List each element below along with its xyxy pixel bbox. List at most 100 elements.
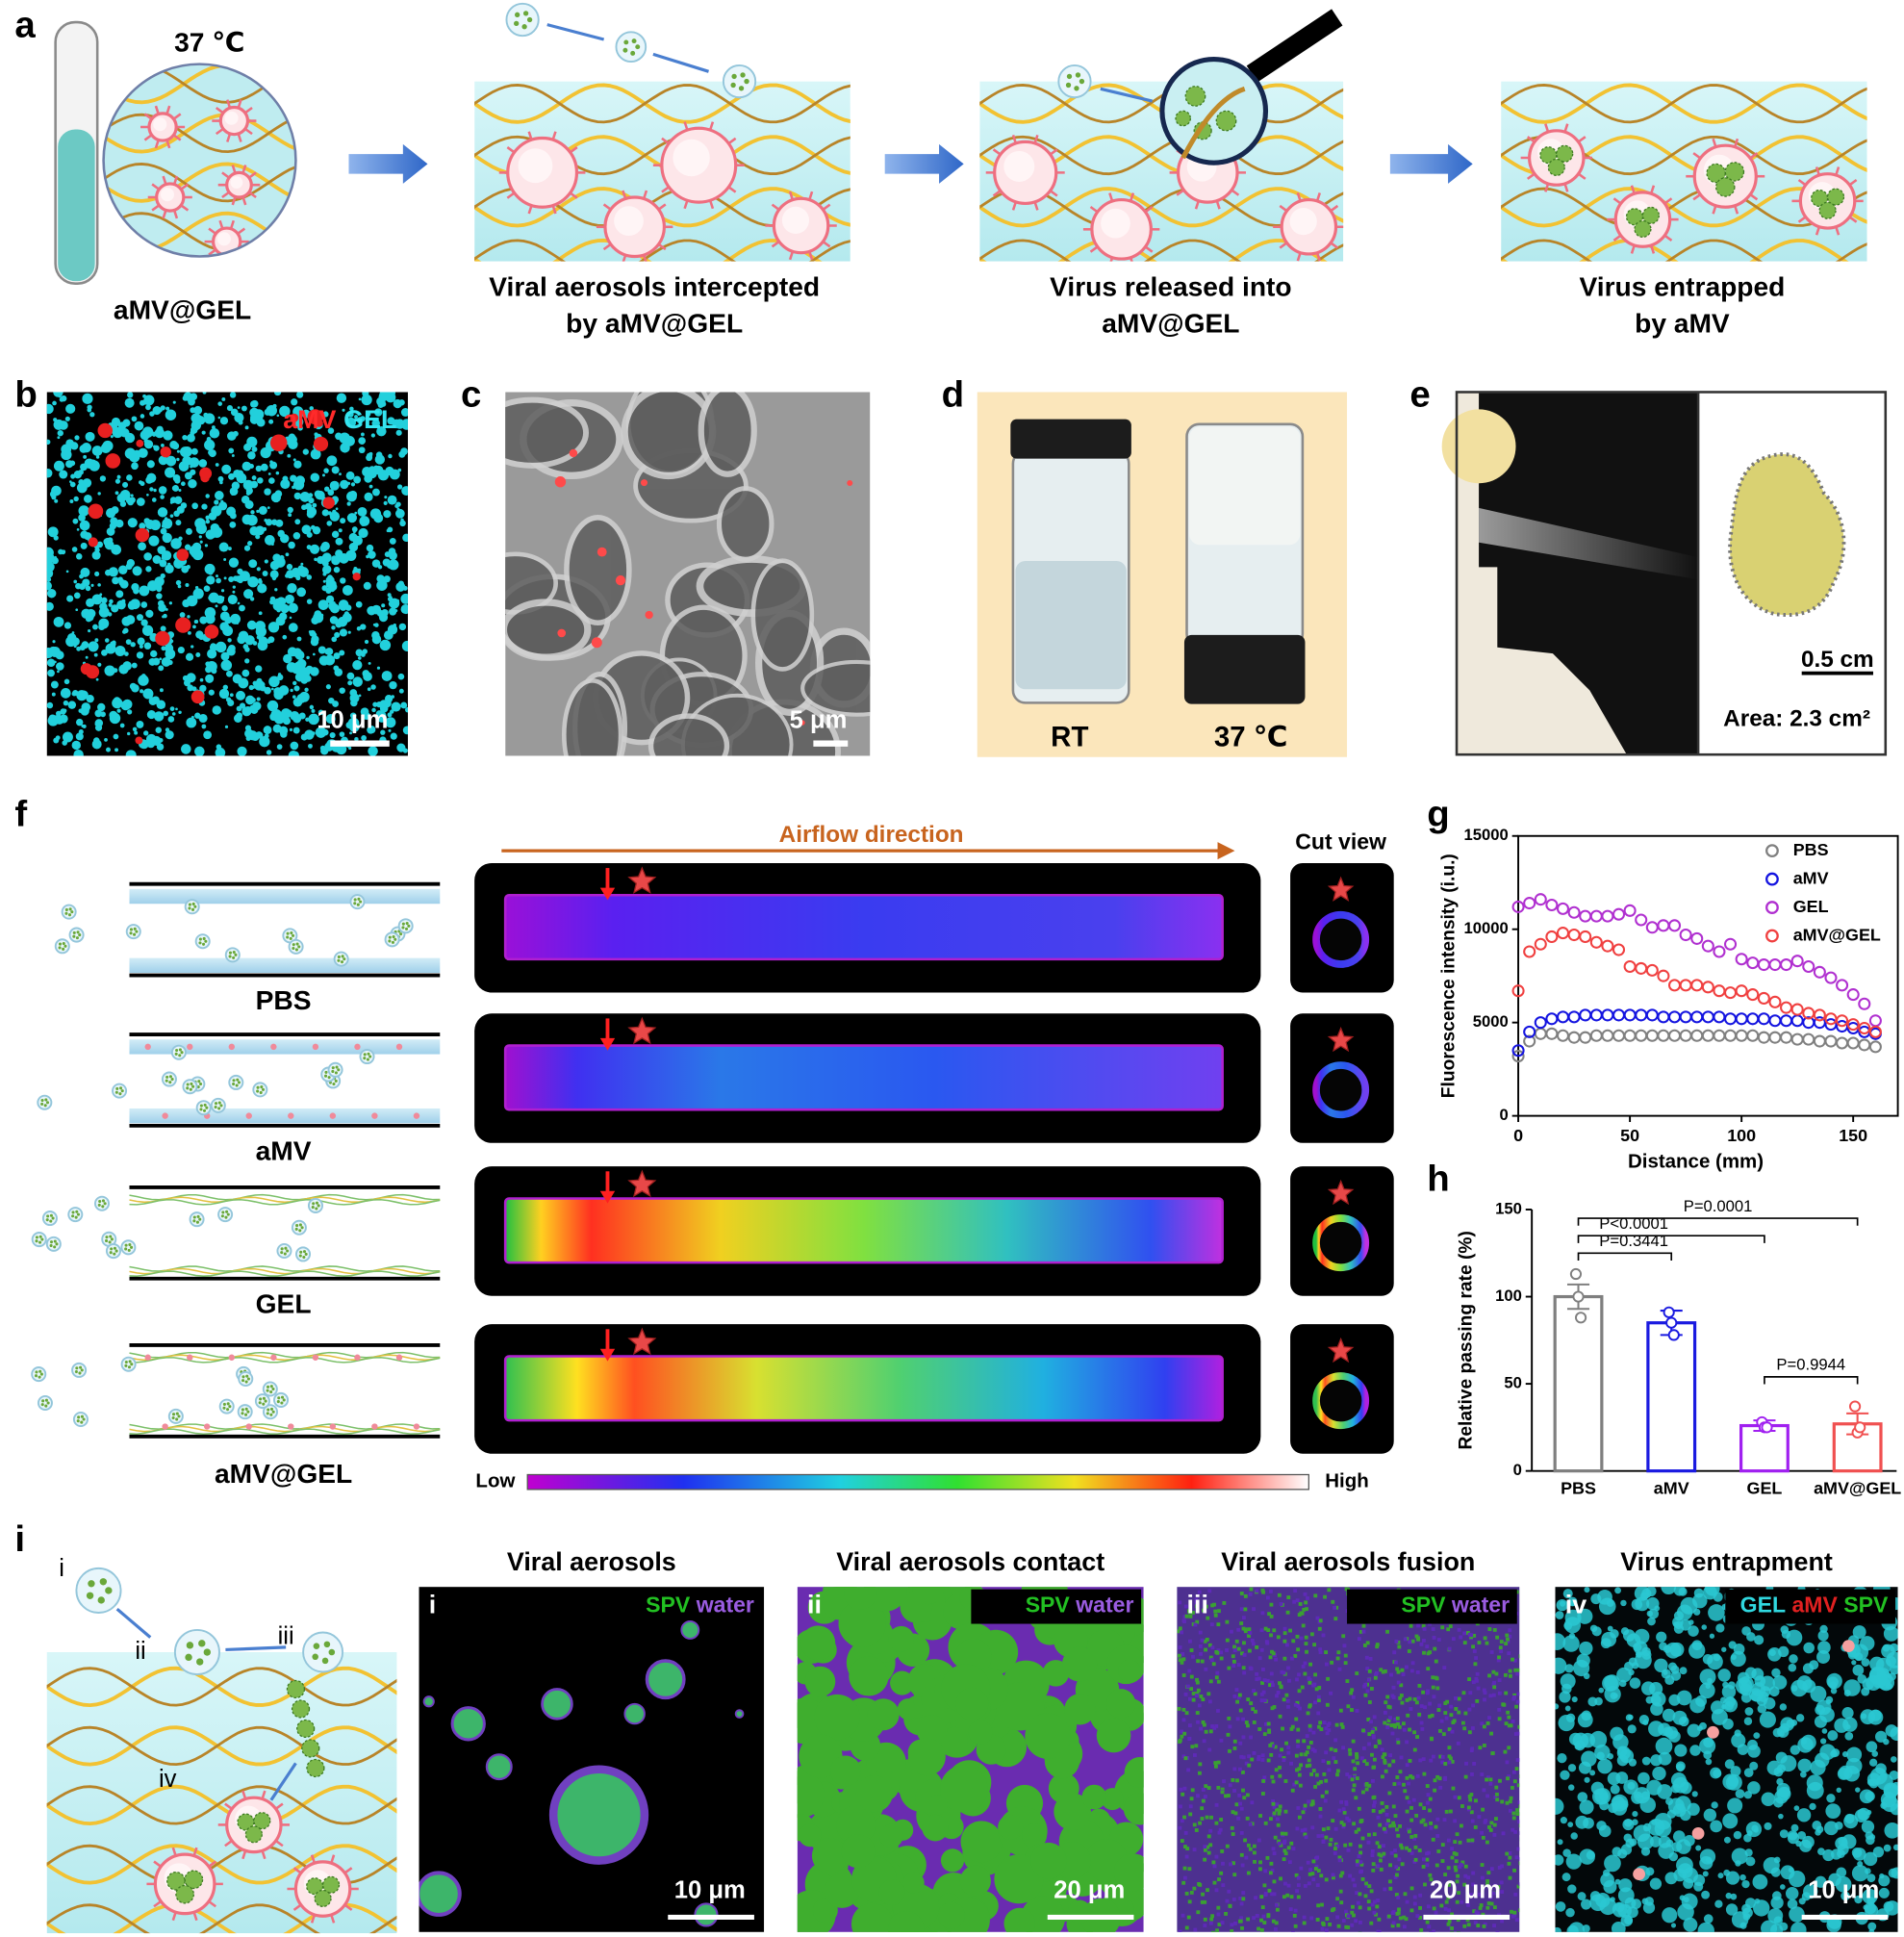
spv-speckle bbox=[1238, 1741, 1243, 1746]
spv-speckle bbox=[1475, 1671, 1480, 1676]
spv-speckle bbox=[1456, 1741, 1460, 1746]
gel-speckle bbox=[277, 674, 284, 681]
gel-speckle bbox=[118, 565, 128, 574]
data-point bbox=[1780, 1031, 1793, 1044]
data-point bbox=[1735, 1012, 1748, 1026]
x-tick-label: PBS bbox=[1561, 1479, 1596, 1498]
data-point bbox=[1589, 909, 1603, 923]
spv-speckle bbox=[1372, 1800, 1377, 1804]
spv-speckle bbox=[1294, 1717, 1299, 1721]
gel-speckle bbox=[1611, 1794, 1629, 1812]
gel-speckle bbox=[160, 527, 167, 535]
aerosol-virus bbox=[44, 1404, 48, 1408]
spv-speckle bbox=[1295, 1634, 1300, 1639]
spv-speckle bbox=[1462, 1924, 1467, 1928]
gel-speckle bbox=[169, 514, 174, 518]
aerosol bbox=[254, 1393, 270, 1410]
spv-speckle bbox=[1219, 1738, 1224, 1743]
aerosol-virus bbox=[226, 1402, 230, 1406]
spv-speckle bbox=[1381, 1755, 1385, 1760]
spv-speckle bbox=[1323, 1594, 1327, 1599]
gel-speckle bbox=[371, 559, 381, 568]
data-point bbox=[1567, 1010, 1581, 1024]
data-point bbox=[1768, 958, 1782, 972]
aerosol-virus bbox=[337, 958, 341, 962]
gel-speckle bbox=[194, 518, 206, 529]
gel-speckle bbox=[359, 516, 370, 526]
gel-speckle bbox=[376, 426, 387, 437]
gel-speckle bbox=[1584, 1587, 1590, 1593]
legend: SPV water bbox=[646, 1593, 754, 1618]
gel-speckle bbox=[1796, 1808, 1812, 1822]
gel-speckle bbox=[349, 406, 354, 412]
aerosol-virus bbox=[359, 900, 363, 904]
spv-speckle bbox=[1205, 1638, 1209, 1642]
hydrogel-fiber bbox=[46, 1784, 397, 1826]
gel-speckle bbox=[1703, 1737, 1714, 1748]
spv-speckle bbox=[1357, 1806, 1361, 1811]
spv-speckle bbox=[1476, 1686, 1481, 1691]
spv-speckle bbox=[1413, 1857, 1418, 1862]
spv-speckle bbox=[1482, 1724, 1486, 1729]
spv-region bbox=[1101, 1788, 1124, 1811]
aerosol bbox=[273, 1391, 290, 1408]
aerosol-virus bbox=[276, 1400, 280, 1404]
spv-speckle bbox=[1246, 1697, 1251, 1702]
spv-speckle bbox=[1325, 1662, 1329, 1667]
gel-speckle bbox=[153, 711, 165, 722]
gel-speckle bbox=[1633, 1824, 1651, 1843]
spv-speckle bbox=[1293, 1654, 1298, 1658]
gel-speckle bbox=[347, 411, 354, 418]
spv-speckle bbox=[1396, 1640, 1401, 1644]
aerosol-virus bbox=[1074, 86, 1079, 91]
aerosol-virus bbox=[191, 1084, 195, 1088]
spv-region bbox=[867, 1698, 900, 1731]
gel-speckle bbox=[1872, 1846, 1885, 1858]
spv-speckle bbox=[1271, 1683, 1275, 1688]
aerosol-virus bbox=[198, 1217, 202, 1221]
spv-speckle bbox=[1385, 1722, 1390, 1727]
gel-speckle bbox=[387, 495, 397, 505]
gel-speckle bbox=[64, 416, 70, 421]
spv-speckle bbox=[1195, 1711, 1200, 1715]
gel-speckle bbox=[1881, 1795, 1898, 1813]
gel-speckle bbox=[209, 643, 218, 652]
gel-speckle bbox=[1701, 1890, 1711, 1899]
spv-speckle bbox=[1208, 1843, 1213, 1848]
gel-speckle bbox=[291, 568, 302, 578]
legend-box bbox=[1347, 1589, 1517, 1624]
data-point bbox=[1523, 1025, 1536, 1038]
data-point bbox=[1713, 945, 1726, 958]
spv-speckle bbox=[1516, 1884, 1520, 1889]
spv-speckle bbox=[1183, 1756, 1188, 1761]
spv-speckle bbox=[1225, 1648, 1230, 1652]
gel-speckle bbox=[156, 585, 163, 592]
aerosol-virus bbox=[197, 1080, 201, 1083]
spv-speckle bbox=[1333, 1617, 1338, 1621]
spv-speckle bbox=[1512, 1695, 1516, 1699]
spv-region bbox=[968, 1720, 993, 1745]
spv-speckle bbox=[1397, 1724, 1402, 1729]
gel-speckle bbox=[85, 585, 91, 592]
spv-speckle bbox=[1456, 1873, 1460, 1878]
gel-speckle bbox=[1824, 1821, 1839, 1836]
amv-speckle bbox=[97, 422, 113, 439]
gel-speckle bbox=[230, 408, 239, 417]
spv-speckle bbox=[1396, 1896, 1401, 1899]
gel-speckle bbox=[66, 595, 74, 602]
aerosol-virus bbox=[297, 945, 301, 949]
spv-region bbox=[841, 1834, 876, 1869]
spv-speckle bbox=[1180, 1660, 1184, 1665]
gel-speckle bbox=[206, 660, 217, 673]
gel-speckle bbox=[353, 475, 362, 484]
gel-speckle bbox=[1674, 1744, 1688, 1757]
spv-speckle bbox=[1392, 1782, 1397, 1786]
gel-speckle bbox=[329, 480, 340, 491]
gel-speckle bbox=[73, 579, 78, 584]
gel-speckle bbox=[130, 642, 136, 648]
spv-speckle bbox=[1249, 1667, 1254, 1671]
gel-speckle bbox=[1637, 1771, 1650, 1785]
aerosol-virus bbox=[246, 1410, 250, 1414]
aerosol-virus bbox=[241, 1379, 245, 1383]
gel-speckle bbox=[335, 432, 343, 441]
